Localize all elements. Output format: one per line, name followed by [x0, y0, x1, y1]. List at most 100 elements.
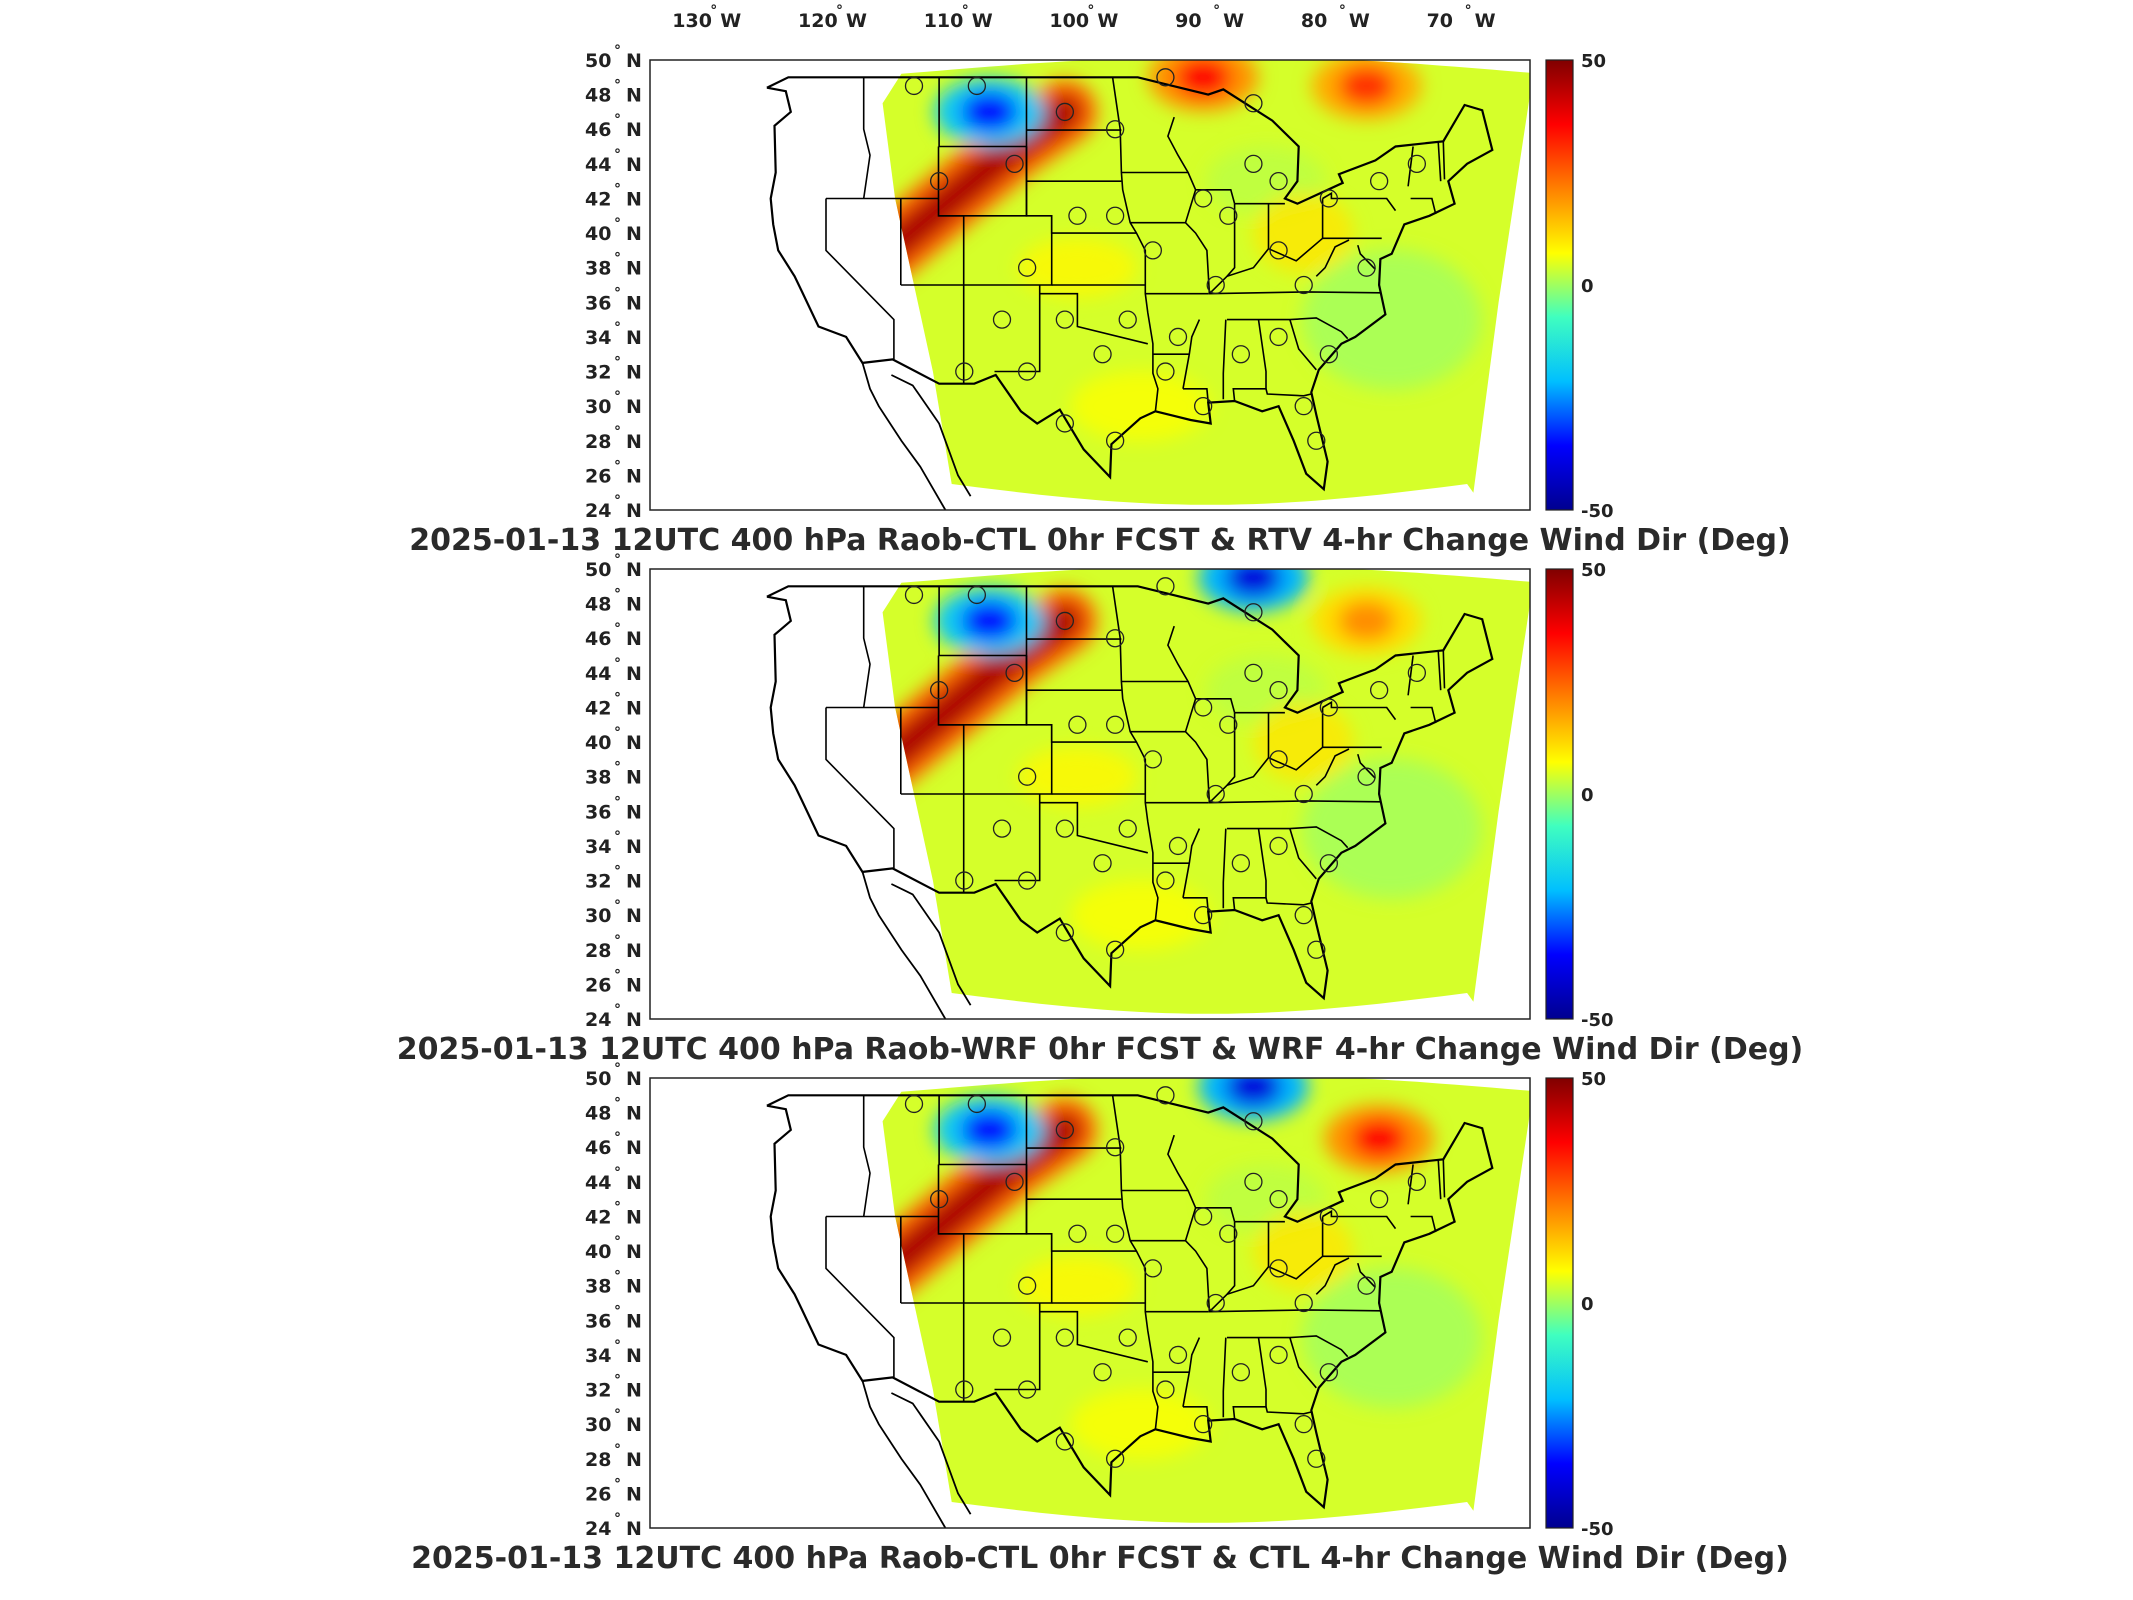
degree-mark: °	[614, 967, 621, 983]
state-boundary	[1315, 748, 1350, 786]
raob-station-marker	[1294, 1293, 1313, 1313]
raob-station-marker	[1068, 715, 1087, 734]
raob-station-marker	[1105, 1449, 1125, 1468]
state-boundary	[1407, 655, 1414, 696]
state-boundary	[1265, 897, 1312, 906]
state-boundary	[1227, 1335, 1349, 1358]
lat-tick-label: 48	[585, 594, 611, 616]
lon-tick-label: 110	[924, 10, 964, 32]
degree-mark: °	[614, 112, 621, 128]
lat-tick-label: 28	[585, 940, 611, 962]
lon-tick-label: 120	[798, 10, 838, 32]
lat-hemisphere-label: N	[626, 974, 642, 996]
lat-tick-label: 38	[585, 767, 611, 789]
feature-positive-area-great-lakes-core	[1175, 60, 1232, 98]
degree-mark: °	[614, 1096, 621, 1112]
lat-tick-label: 32	[585, 871, 611, 893]
lat-hemisphere-label: N	[626, 767, 642, 789]
state-boundary	[825, 1216, 895, 1378]
analysis-domain	[882, 1078, 1530, 1523]
lat-tick-label: 50	[585, 1068, 611, 1090]
degree-mark: °	[614, 1061, 621, 1077]
raob-station-marker	[992, 310, 1012, 329]
raob-station-marker	[1168, 836, 1188, 856]
raob-station-marker	[1093, 1363, 1112, 1382]
raob-station-marker	[1055, 1328, 1075, 1347]
raob-station-marker	[1055, 611, 1075, 631]
state-boundary	[1226, 712, 1236, 786]
feature-negative-area-blue-core	[961, 600, 1018, 641]
lat-hemisphere-label: N	[626, 1068, 642, 1090]
lat-hemisphere-label: N	[626, 905, 642, 927]
lat-tick-label: 50	[585, 50, 611, 72]
heatmap-field	[882, 569, 1482, 951]
map-panel-2: 50 ° N48 ° N46 ° N44 ° N42 ° N40 ° N38 ° N36 ° N34 ° N32 ° N…	[397, 552, 1804, 1067]
lat-hemisphere-label: N	[626, 1449, 642, 1471]
lat-hemisphere-label: N	[626, 1380, 642, 1402]
state-boundary	[1322, 700, 1397, 721]
state-boundary	[1222, 828, 1227, 909]
colorbar-max-label: 50	[1581, 560, 1606, 581]
state-boundary	[1322, 1209, 1397, 1230]
raob-station-marker	[1319, 345, 1339, 364]
state-boundary	[1265, 388, 1312, 397]
state-boundary	[938, 1095, 1028, 1166]
lat-hemisphere-label: N	[626, 292, 642, 314]
degree-mark: °	[614, 1002, 621, 1018]
raob-station-marker	[929, 172, 949, 191]
raob-station-marker	[1307, 431, 1326, 450]
raob-station-marker	[1244, 154, 1263, 173]
state-boundary	[1222, 319, 1227, 400]
state-boundary	[1227, 826, 1349, 849]
lon-tick-label: 80	[1301, 10, 1327, 32]
map-frame	[649, 568, 1531, 1020]
state-boundary	[1195, 698, 1236, 713]
state-boundary	[1182, 828, 1201, 898]
degree-mark: °	[614, 1338, 621, 1354]
raob-station-marker	[1168, 1345, 1188, 1365]
raob-station-marker	[1269, 681, 1288, 700]
state-boundary	[1437, 1159, 1442, 1200]
lon-hemisphere-label: W	[1097, 10, 1118, 32]
lat-tick-label: 48	[585, 85, 611, 107]
raob-station-marker	[1206, 1293, 1225, 1313]
analysis-domain	[882, 60, 1530, 505]
state-boundary	[1437, 141, 1442, 182]
raob-station-marker	[1093, 854, 1112, 873]
raob-station-marker	[1244, 1112, 1263, 1131]
lat-hemisphere-label: N	[626, 697, 642, 719]
raob-station-marker	[1055, 310, 1075, 329]
state-boundary	[938, 215, 965, 285]
mexico-coastline	[861, 871, 947, 1019]
lon-hemisphere-label: W	[1475, 10, 1496, 32]
lat-tick-label: 24	[585, 1518, 611, 1540]
lat-tick-label: 34	[585, 1345, 611, 1367]
state-boundary	[1222, 1337, 1227, 1418]
raob-station-marker	[992, 1328, 1012, 1347]
lat-tick-label: 30	[585, 396, 611, 418]
raob-station-marker	[1118, 310, 1137, 329]
colorbar	[1545, 568, 1574, 1020]
raob-station-marker	[1206, 275, 1225, 295]
lat-hemisphere-label: N	[626, 1137, 642, 1159]
lat-hemisphere-label: N	[626, 1009, 642, 1031]
degree-mark: °	[614, 78, 621, 94]
lat-tick-label: 48	[585, 1103, 611, 1125]
degree-mark: °	[614, 251, 621, 267]
lon-tick-label: 70	[1427, 10, 1453, 32]
raob-station-marker	[1269, 1190, 1288, 1209]
state-boundary	[1183, 388, 1209, 403]
raob-station-marker	[1055, 923, 1075, 942]
lat-tick-label: 36	[585, 801, 611, 823]
lat-hemisphere-label: N	[626, 258, 642, 280]
gulf-of-california-coastline	[891, 883, 972, 1006]
state-boundary	[1226, 203, 1236, 277]
map-panel-1: 50 ° N48 ° N46 ° N44 ° N42 ° N40 ° N38 ° N36 ° N34 ° N32 ° N…	[409, 43, 1791, 558]
gulf-of-california-coastline	[891, 1392, 972, 1515]
state-boundary	[1442, 141, 1446, 180]
raob-station-marker	[1168, 327, 1188, 347]
raob-station-marker	[1269, 750, 1288, 769]
raob-station-marker	[1005, 663, 1024, 682]
colorbar-min-label: -50	[1581, 1519, 1614, 1540]
raob-station-marker	[1231, 345, 1251, 364]
